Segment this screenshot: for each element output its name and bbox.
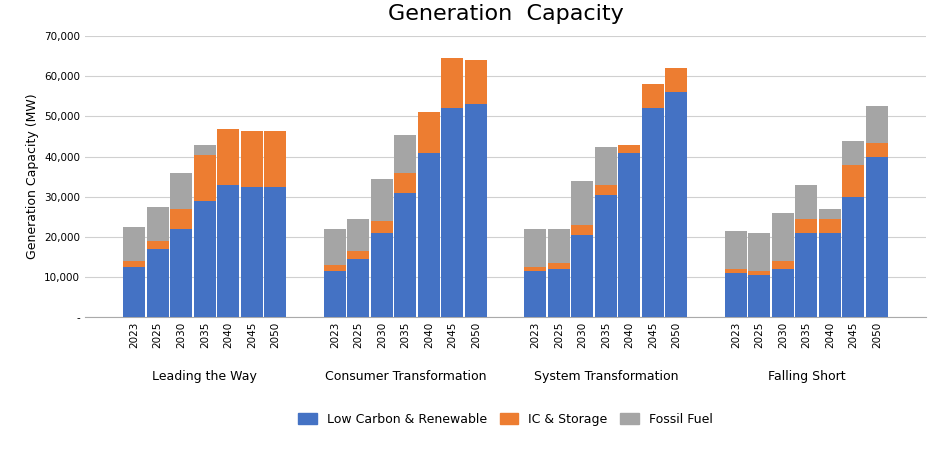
Bar xyxy=(441,108,463,317)
Bar xyxy=(818,209,840,219)
Bar xyxy=(123,261,145,267)
Bar xyxy=(818,219,840,233)
Bar xyxy=(464,105,486,317)
Bar xyxy=(241,130,262,187)
Bar xyxy=(724,269,746,273)
Bar xyxy=(324,271,346,317)
Bar xyxy=(771,261,793,269)
Bar xyxy=(617,153,640,317)
Bar xyxy=(123,267,145,317)
Legend: Low Carbon & Renewable, IC & Storage, Fossil Fuel: Low Carbon & Renewable, IC & Storage, Fo… xyxy=(293,408,717,431)
Bar xyxy=(464,60,486,105)
Bar xyxy=(241,187,262,317)
Bar xyxy=(595,147,616,185)
Bar xyxy=(217,185,239,317)
Bar xyxy=(394,193,415,317)
Bar xyxy=(548,269,569,317)
Bar xyxy=(748,271,769,275)
Bar xyxy=(795,233,817,317)
Bar xyxy=(370,178,393,221)
Bar xyxy=(217,129,239,185)
Bar xyxy=(123,227,145,261)
Bar xyxy=(146,249,169,317)
Bar xyxy=(194,154,215,201)
Bar xyxy=(524,229,546,267)
Bar xyxy=(865,106,887,143)
Bar xyxy=(665,68,686,92)
Bar xyxy=(524,267,546,271)
Text: Falling Short: Falling Short xyxy=(767,370,844,383)
Bar xyxy=(571,181,593,225)
Bar xyxy=(264,187,286,317)
Bar xyxy=(795,219,817,233)
Bar xyxy=(795,185,817,219)
Bar xyxy=(818,233,840,317)
Bar xyxy=(865,157,887,317)
Text: System Transformation: System Transformation xyxy=(533,370,678,383)
Text: Leading the Way: Leading the Way xyxy=(152,370,257,383)
Bar xyxy=(347,259,369,317)
Bar xyxy=(170,209,192,229)
Text: Consumer Transformation: Consumer Transformation xyxy=(324,370,485,383)
Bar xyxy=(170,229,192,317)
Y-axis label: Generation Capacity (MW): Generation Capacity (MW) xyxy=(25,94,39,260)
Bar xyxy=(194,201,215,317)
Bar xyxy=(324,229,346,265)
Bar xyxy=(394,173,415,193)
Bar xyxy=(347,219,369,251)
Bar xyxy=(417,153,439,317)
Bar xyxy=(641,108,663,317)
Bar xyxy=(548,263,569,269)
Bar xyxy=(771,213,793,261)
Bar xyxy=(841,140,864,164)
Bar xyxy=(194,145,215,154)
Bar xyxy=(548,229,569,263)
Bar xyxy=(595,195,616,317)
Bar xyxy=(771,269,793,317)
Bar xyxy=(370,221,393,233)
Bar xyxy=(146,241,169,249)
Bar xyxy=(417,112,439,153)
Bar xyxy=(324,265,346,271)
Bar xyxy=(841,164,864,197)
Bar xyxy=(841,197,864,317)
Bar xyxy=(170,173,192,209)
Bar xyxy=(724,273,746,317)
Bar xyxy=(665,92,686,317)
Bar xyxy=(441,58,463,108)
Title: Generation  Capacity: Generation Capacity xyxy=(387,4,623,24)
Bar xyxy=(264,130,286,187)
Bar xyxy=(370,233,393,317)
Bar xyxy=(617,145,640,153)
Bar xyxy=(394,135,415,173)
Bar xyxy=(748,275,769,317)
Bar xyxy=(524,271,546,317)
Bar xyxy=(724,231,746,269)
Bar xyxy=(571,225,593,235)
Bar xyxy=(595,185,616,195)
Bar xyxy=(571,235,593,317)
Bar xyxy=(748,233,769,271)
Bar xyxy=(865,143,887,157)
Bar xyxy=(641,84,663,108)
Bar xyxy=(347,251,369,259)
Bar xyxy=(146,207,169,241)
